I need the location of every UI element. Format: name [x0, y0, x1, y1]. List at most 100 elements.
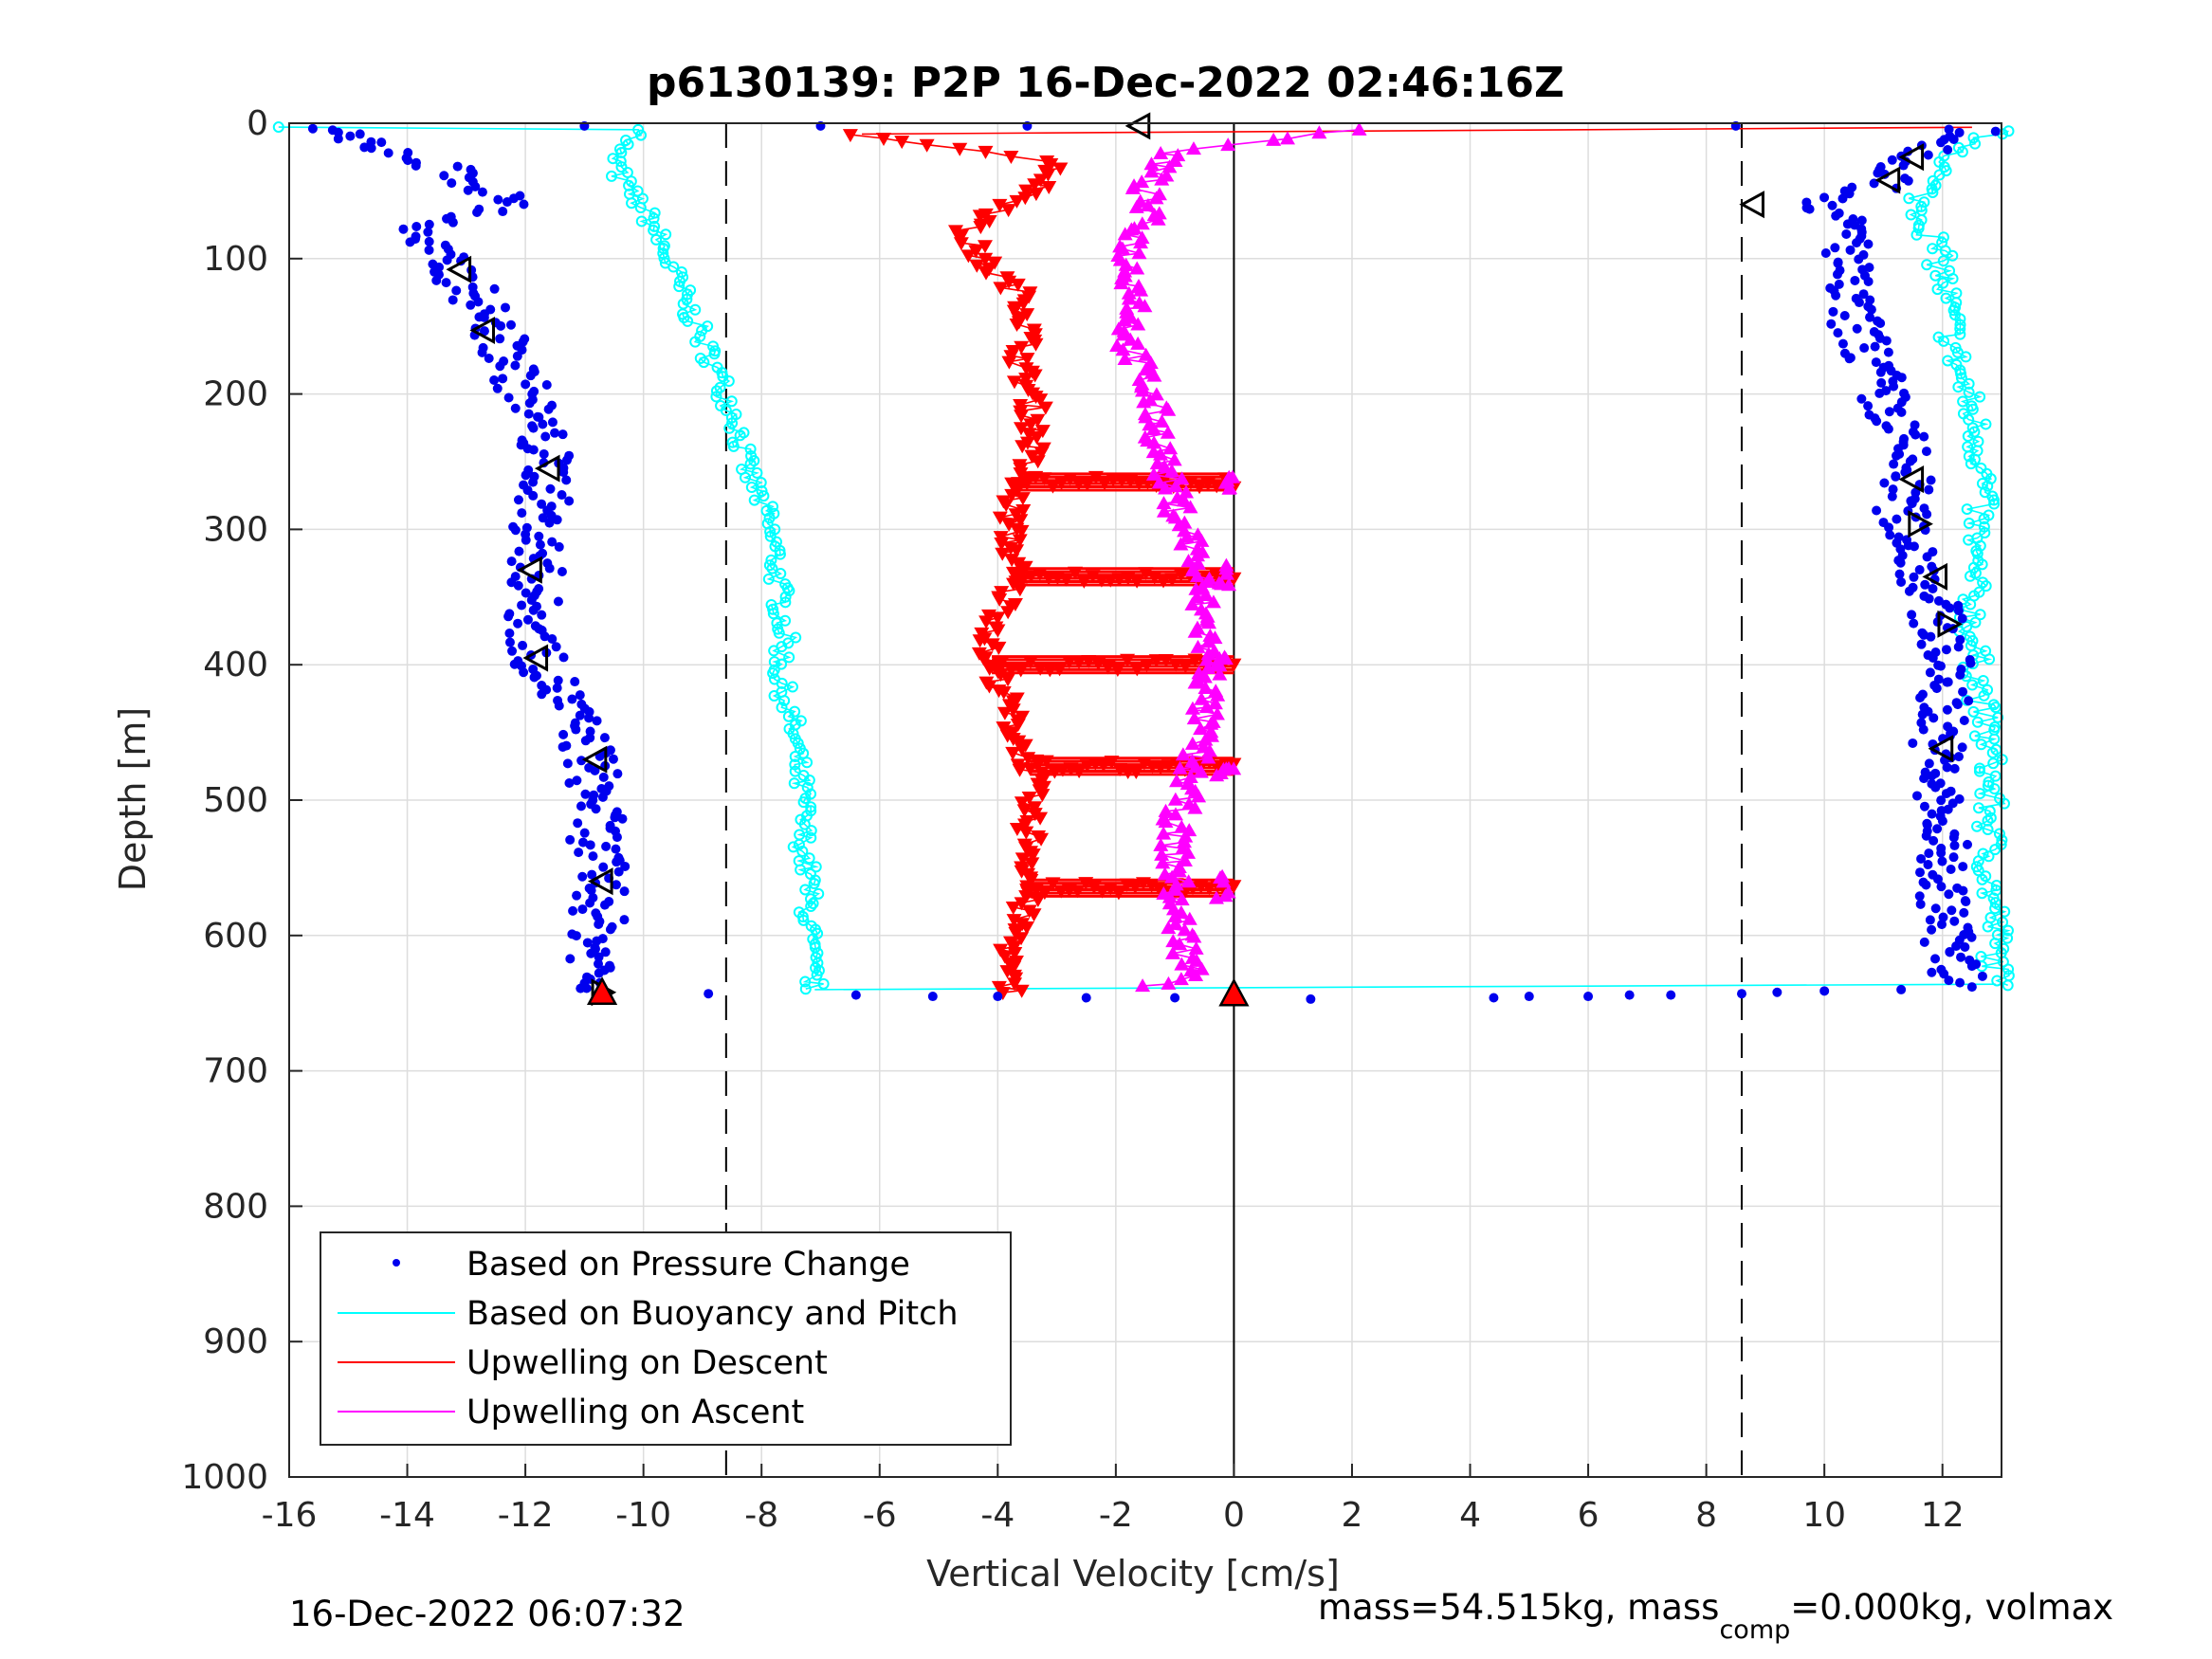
pressure-change-point	[1937, 856, 1947, 866]
pressure-change-point	[1937, 816, 1947, 827]
y-tick-label: 100	[203, 240, 268, 279]
descent-point	[978, 615, 995, 629]
pressure-change-point	[1919, 431, 1929, 442]
descent-point	[1037, 401, 1053, 415]
pressure-change-point	[1872, 416, 1882, 427]
buoyancy-point	[1978, 689, 1990, 702]
pressure-change-point	[574, 848, 584, 858]
pressure-change-point	[1856, 215, 1867, 226]
pressure-change-point	[493, 194, 503, 205]
x-tick-label: 8	[1695, 1496, 1717, 1535]
buoyancy-point	[1963, 518, 1975, 530]
descent-point	[1014, 742, 1030, 757]
pressure-change-point	[513, 618, 523, 629]
pressure-change-point	[1917, 709, 1928, 720]
pressure-change-point	[1933, 595, 1944, 606]
pressure-change-point	[1852, 238, 1862, 248]
ascent-point	[1194, 691, 1210, 705]
buoyancy-point	[614, 155, 627, 168]
buoyancy-point	[803, 852, 815, 865]
buoyancy-point	[1947, 249, 1959, 262]
pressure-change-point	[1928, 583, 1938, 593]
pressure-change-point	[544, 563, 555, 574]
reference-lines	[724, 123, 1743, 1477]
pressure-change-point	[1907, 610, 1917, 620]
descent-point	[1015, 297, 1032, 311]
buoyancy-point	[790, 631, 802, 644]
y-tick-label: 0	[247, 104, 268, 143]
pressure-change-point	[525, 371, 536, 381]
buoyancy-point	[2002, 963, 2015, 975]
pressure-change-point	[612, 769, 623, 779]
pressure-change-point	[503, 611, 514, 622]
buoyancy-point	[1937, 231, 1949, 244]
descent-point	[1006, 304, 1022, 319]
pressure-change-point	[1930, 782, 1941, 793]
red-triangle-marker	[1218, 977, 1250, 1007]
buoyancy-point	[1972, 802, 1984, 814]
pressure-change-point	[577, 837, 588, 848]
buoyancy-point	[1910, 228, 1923, 241]
left-triangle-marker	[581, 745, 608, 774]
pressure-change-point	[553, 596, 563, 607]
descent-point	[1128, 765, 1144, 779]
pressure-change-point	[571, 931, 581, 941]
pressure-change-point	[1925, 667, 1935, 678]
ascent-point	[1124, 180, 1141, 194]
ascent-point	[1179, 529, 1195, 543]
ascent-point	[1167, 882, 1183, 896]
ascent-point	[1200, 750, 1216, 764]
descent-point	[1021, 472, 1037, 486]
pressure-change-point	[529, 672, 539, 683]
ascent-point	[1190, 639, 1206, 653]
pressure-change-point	[608, 754, 618, 764]
legend-swatch-pressure	[393, 1259, 400, 1267]
x-tick-label: 12	[1921, 1496, 1965, 1535]
pressure-change-point	[592, 716, 602, 726]
pressure-change-point	[1926, 631, 1936, 642]
ascent-point	[1143, 164, 1160, 178]
descent-point	[990, 611, 1006, 626]
ascent-point	[1188, 967, 1204, 981]
descent-point	[1015, 492, 1031, 506]
descent-point	[1033, 811, 1049, 826]
descent-point	[960, 249, 977, 264]
pressure-change-point	[538, 513, 548, 523]
buoyancy-point	[1982, 779, 1994, 792]
descent-point	[1041, 181, 1057, 195]
pressure-change-point	[510, 360, 521, 371]
pressure-change-point	[1936, 848, 1947, 858]
descent-point	[842, 129, 858, 143]
descent-point	[1182, 476, 1198, 490]
pressure-change-point	[1923, 150, 1933, 160]
descent-point	[981, 215, 997, 229]
ascent-point	[1162, 441, 1179, 455]
pressure-change-point	[1889, 459, 1899, 469]
footer-timestamp: 16-Dec-2022 06:07:32	[289, 1594, 685, 1634]
pressure-change-point	[538, 419, 548, 429]
ascent-point	[1121, 291, 1137, 305]
pressure-change-point	[447, 178, 457, 189]
descent-point	[995, 547, 1011, 561]
buoyancy-point	[763, 559, 776, 572]
buoyancy-point	[799, 983, 812, 995]
buoyancy-point	[1989, 844, 2002, 856]
buoyancy-point	[1988, 783, 2001, 795]
pressure-change-point	[1945, 603, 1955, 613]
buoyancy-point	[1982, 480, 1994, 492]
buoyancy-point	[1977, 576, 1989, 589]
buoyancy-point	[720, 405, 732, 417]
pressure-change-point	[591, 804, 601, 814]
ascent-point	[1197, 681, 1214, 695]
ascent-point	[1167, 908, 1183, 922]
left-triangle-marker	[469, 316, 496, 345]
buoyancy-point	[767, 667, 779, 680]
pressure-change-point	[1874, 388, 1885, 398]
pressure-change-point	[927, 992, 938, 1002]
pressure-change-point	[1915, 867, 1926, 878]
buoyancy-point	[751, 466, 763, 479]
ascent-point	[1135, 978, 1151, 993]
descent-point	[1078, 877, 1094, 891]
ascent-point	[1134, 216, 1150, 230]
pressure-change-point	[547, 537, 558, 547]
